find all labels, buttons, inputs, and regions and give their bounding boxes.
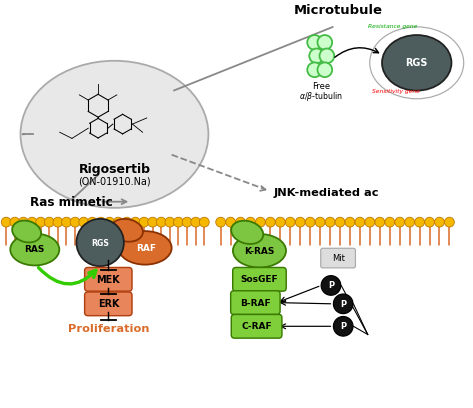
Text: (ON-01910.Na): (ON-01910.Na) (78, 176, 150, 186)
Circle shape (191, 217, 200, 227)
Circle shape (1, 217, 11, 227)
Circle shape (414, 217, 424, 227)
Circle shape (96, 217, 105, 227)
Circle shape (307, 35, 321, 50)
Circle shape (324, 217, 334, 227)
Text: K-RAS: K-RAS (244, 246, 274, 255)
Circle shape (225, 217, 235, 227)
Circle shape (333, 317, 352, 336)
Circle shape (61, 217, 71, 227)
Text: ERK: ERK (97, 299, 119, 309)
Ellipse shape (231, 221, 263, 244)
Circle shape (165, 217, 175, 227)
Text: B-RAF: B-RAF (239, 298, 270, 307)
Circle shape (307, 63, 321, 78)
Circle shape (309, 49, 324, 64)
Ellipse shape (12, 221, 41, 243)
Circle shape (434, 217, 444, 227)
FancyArrowPatch shape (38, 268, 96, 284)
Circle shape (87, 217, 97, 227)
Text: SosGEF: SosGEF (240, 275, 278, 284)
Text: Mit: Mit (331, 254, 344, 263)
Circle shape (315, 217, 324, 227)
Ellipse shape (110, 219, 143, 242)
Text: P: P (327, 281, 333, 290)
Circle shape (130, 217, 140, 227)
Circle shape (317, 63, 332, 78)
Circle shape (317, 35, 332, 50)
Circle shape (404, 217, 414, 227)
Circle shape (27, 217, 37, 227)
FancyBboxPatch shape (232, 268, 286, 291)
Circle shape (374, 217, 384, 227)
Circle shape (148, 217, 157, 227)
Circle shape (122, 217, 131, 227)
Text: P: P (340, 322, 346, 331)
Text: JNK-mediated ac: JNK-mediated ac (273, 188, 378, 197)
Text: Resistance gene: Resistance gene (367, 24, 416, 29)
Text: RGS: RGS (91, 238, 109, 247)
Circle shape (354, 217, 364, 227)
Circle shape (139, 217, 149, 227)
Circle shape (305, 217, 315, 227)
Circle shape (18, 217, 28, 227)
Text: RAF: RAF (136, 244, 156, 253)
Text: Proliferation: Proliferation (68, 324, 149, 333)
Circle shape (44, 217, 54, 227)
Ellipse shape (20, 61, 208, 208)
Text: RGS: RGS (405, 58, 427, 68)
Circle shape (53, 217, 62, 227)
FancyBboxPatch shape (85, 292, 132, 316)
Circle shape (334, 217, 344, 227)
Circle shape (444, 217, 453, 227)
Circle shape (394, 217, 404, 227)
Circle shape (275, 217, 285, 227)
Circle shape (10, 217, 20, 227)
Circle shape (76, 219, 123, 266)
Circle shape (255, 217, 265, 227)
Circle shape (321, 276, 340, 295)
FancyBboxPatch shape (320, 248, 355, 268)
Circle shape (364, 217, 374, 227)
Text: Rigosertib: Rigosertib (79, 163, 150, 176)
Circle shape (384, 217, 394, 227)
Text: C-RAF: C-RAF (241, 322, 272, 331)
FancyArrowPatch shape (334, 48, 378, 58)
Text: $\alpha$/$\beta$-tubulin: $\alpha$/$\beta$-tubulin (298, 90, 342, 103)
Ellipse shape (118, 231, 171, 265)
Ellipse shape (232, 234, 285, 268)
Circle shape (285, 217, 295, 227)
Circle shape (156, 217, 166, 227)
Text: RAS: RAS (25, 245, 45, 254)
Circle shape (105, 217, 114, 227)
Text: MEK: MEK (96, 275, 120, 284)
Circle shape (199, 217, 209, 227)
Text: Microtubule: Microtubule (294, 4, 382, 17)
Circle shape (245, 217, 255, 227)
Circle shape (265, 217, 275, 227)
Circle shape (295, 217, 305, 227)
Circle shape (79, 217, 88, 227)
Circle shape (182, 217, 192, 227)
Text: Free: Free (311, 82, 329, 91)
Circle shape (235, 217, 245, 227)
Circle shape (70, 217, 80, 227)
Circle shape (344, 217, 354, 227)
FancyBboxPatch shape (85, 268, 132, 291)
Text: Ras mimetic: Ras mimetic (30, 195, 113, 208)
Circle shape (333, 294, 352, 314)
Circle shape (173, 217, 183, 227)
FancyBboxPatch shape (230, 291, 280, 315)
FancyBboxPatch shape (231, 315, 281, 338)
Circle shape (319, 49, 333, 64)
Text: P: P (340, 299, 346, 308)
Ellipse shape (381, 35, 450, 91)
Text: Sensitivity gene: Sensitivity gene (372, 89, 420, 94)
Ellipse shape (10, 234, 59, 266)
Circle shape (424, 217, 434, 227)
Circle shape (35, 217, 45, 227)
Circle shape (113, 217, 123, 227)
Circle shape (215, 217, 225, 227)
